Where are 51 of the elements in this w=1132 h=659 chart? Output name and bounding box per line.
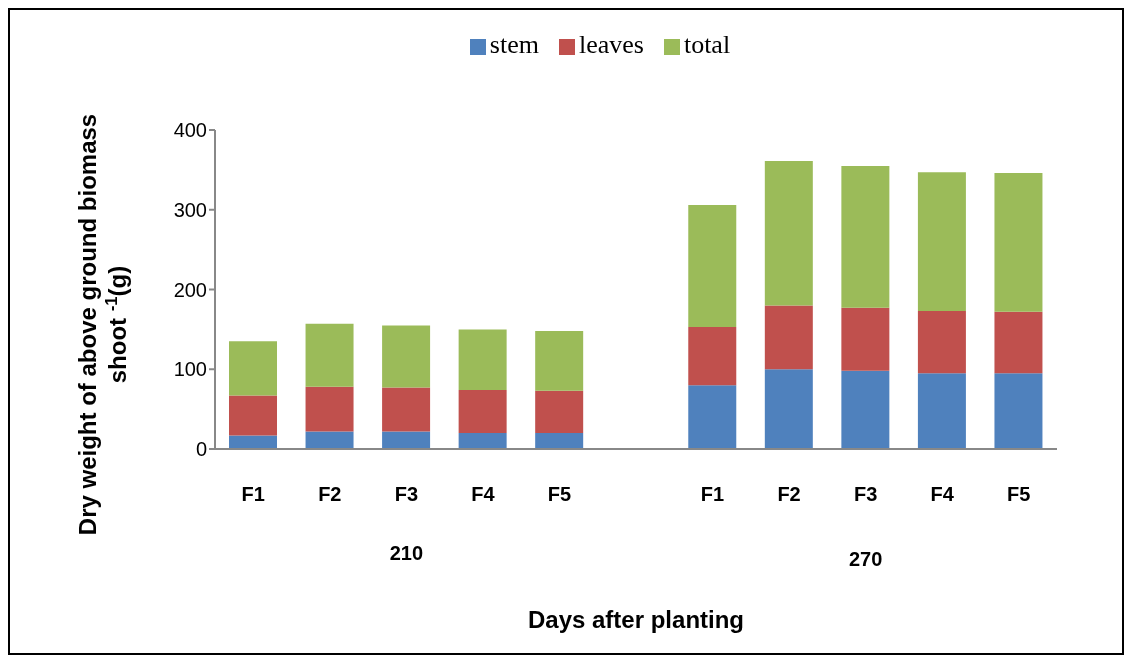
bar	[382, 431, 431, 449]
x-tick-label: F2	[318, 483, 342, 506]
x-tick-label: F1	[700, 483, 725, 506]
bar	[841, 307, 890, 371]
y-tick-label: 400	[173, 119, 207, 142]
x-tick-label: F1	[241, 483, 265, 506]
x-axis-title: Days after planting	[527, 606, 745, 633]
bar	[305, 386, 354, 432]
bar	[229, 435, 277, 449]
legend-label: stem	[489, 30, 539, 59]
bar	[764, 161, 813, 306]
bar	[994, 173, 1043, 312]
bar	[458, 433, 507, 449]
x-tick-label: F5	[1007, 483, 1031, 506]
bar	[917, 311, 966, 374]
bar	[229, 395, 277, 436]
x-tick-label: F3	[394, 483, 419, 506]
bar	[382, 387, 431, 432]
bar	[382, 325, 431, 388]
x-tick-label: F3	[853, 483, 878, 506]
text: 270	[848, 548, 883, 570]
bar	[535, 433, 584, 449]
bar	[688, 326, 737, 386]
bar	[917, 373, 966, 449]
bar	[535, 390, 584, 434]
y-tick-label: 0	[195, 438, 207, 461]
bar	[841, 370, 890, 449]
bar	[305, 323, 354, 387]
y-tick-label: 100	[173, 358, 207, 381]
y-tick-label: 300	[173, 198, 207, 221]
bar	[458, 389, 507, 434]
bar	[535, 330, 584, 391]
bar	[688, 385, 737, 449]
legend-label: total	[683, 30, 731, 59]
bar	[229, 341, 277, 396]
y-tick-label: 200	[173, 278, 207, 301]
bar	[305, 431, 354, 449]
x-tick-label: F5	[547, 483, 572, 506]
bar	[994, 311, 1043, 374]
text: 210	[389, 542, 424, 564]
bar	[994, 373, 1043, 449]
legend-label: leaves	[578, 30, 644, 59]
bar	[458, 329, 507, 390]
x-tick-label: F4	[930, 483, 955, 506]
bar	[688, 204, 737, 327]
bar	[841, 165, 890, 308]
x-tick-label: F2	[777, 483, 801, 506]
bar	[764, 369, 813, 449]
bar	[764, 305, 813, 370]
x-tick-label: F4	[471, 483, 496, 506]
bar	[917, 172, 966, 312]
